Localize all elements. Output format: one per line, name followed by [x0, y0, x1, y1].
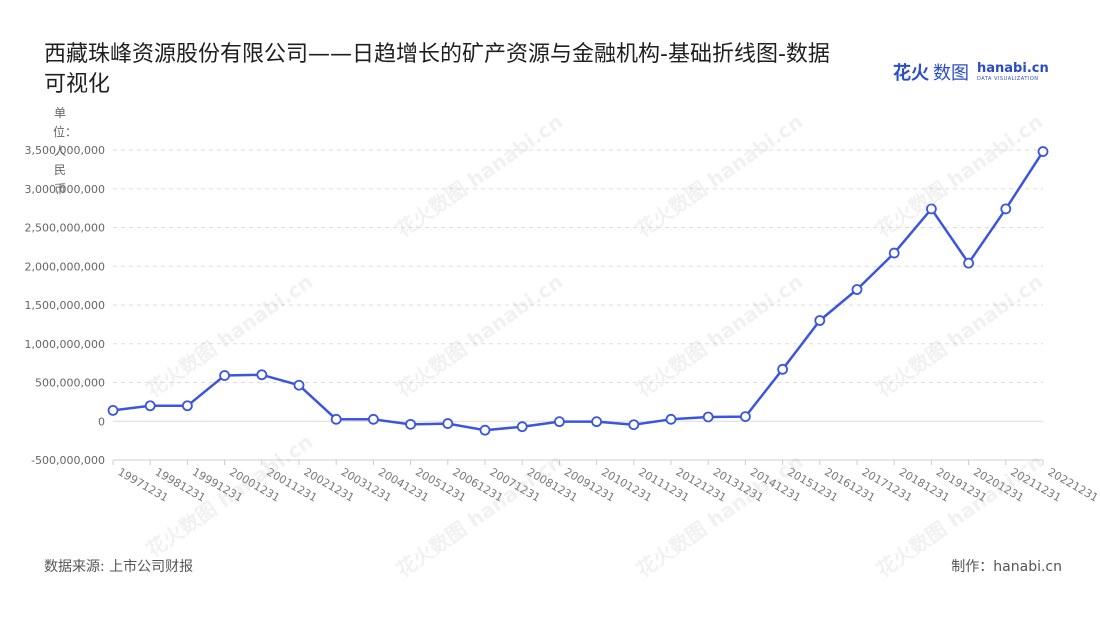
brand-domain: hanabi.cn — [977, 61, 1049, 76]
data-point[interactable] — [181, 400, 193, 412]
data-point[interactable] — [963, 257, 974, 269]
y-tick-label: 1,000,000,000 — [25, 338, 105, 351]
x-axis: 1997123119981231199912312000123120011231… — [112, 459, 1100, 505]
y-tick-label: 500,000,000 — [35, 377, 105, 390]
chart-title: 西藏珠峰资源股份有限公司——日趋增长的矿产资源与金融机构-基础折线图-数据可视化 — [44, 42, 830, 97]
y-axis-ticks: -500,000,000 0 500,000,000 1,000,000,000 1,5… — [25, 144, 105, 467]
data-point[interactable] — [144, 400, 156, 412]
data-source-note: 数据来源: 上市公司财报 — [44, 559, 194, 575]
brand-logo: 花火 数图 hanabi.cn DATA VISUALIZATION — [893, 58, 1049, 86]
data-point[interactable] — [591, 416, 602, 428]
y-tick-label: 1,500,000,000 — [25, 299, 105, 312]
data-point[interactable] — [442, 418, 454, 429]
series-line-path — [112, 150, 1045, 432]
brand-logo-cn: 数图 — [933, 63, 969, 84]
data-point[interactable] — [293, 379, 305, 391]
data-point[interactable] — [777, 363, 788, 375]
data-point[interactable] — [367, 413, 379, 425]
y-tick-label: 3,500,000,000 — [25, 144, 105, 157]
data-point[interactable] — [330, 413, 342, 425]
data-point[interactable] — [628, 419, 640, 431]
data-point[interactable] — [554, 416, 565, 428]
data-point[interactable] — [479, 424, 491, 436]
data-point[interactable] — [702, 411, 714, 423]
brand-site: hanabi.cn DATA VISUALIZATION — [977, 62, 1049, 82]
data-point[interactable] — [405, 418, 417, 430]
y-tick-label: -500,000,000 — [31, 454, 105, 467]
series-points — [107, 146, 1049, 436]
data-point[interactable] — [1037, 146, 1049, 157]
data-point[interactable] — [1000, 203, 1012, 215]
data-point[interactable] — [107, 404, 119, 416]
series-line — [112, 150, 1045, 432]
y-tick-label: 2,000,000,000 — [25, 260, 105, 273]
brand-tagline: DATA VISUALIZATION — [977, 76, 1039, 82]
y-tick-label: 0 — [98, 415, 105, 428]
brand-logo-text: 花火 — [893, 63, 929, 84]
data-point[interactable] — [740, 411, 751, 423]
y-tick-label: 3,000,000,000 — [25, 183, 105, 196]
data-point[interactable] — [516, 421, 528, 433]
data-point[interactable] — [888, 247, 900, 259]
credit-note: 制作：hanabi.cn — [951, 559, 1062, 575]
grid-lines — [113, 149, 1043, 461]
data-point[interactable] — [814, 315, 826, 326]
data-point[interactable] — [665, 413, 677, 425]
y-tick-label: 2,500,000,000 — [25, 222, 105, 235]
data-point[interactable] — [926, 203, 937, 215]
data-point[interactable] — [219, 370, 231, 381]
data-point[interactable] — [851, 284, 863, 295]
data-point[interactable] — [256, 369, 268, 381]
